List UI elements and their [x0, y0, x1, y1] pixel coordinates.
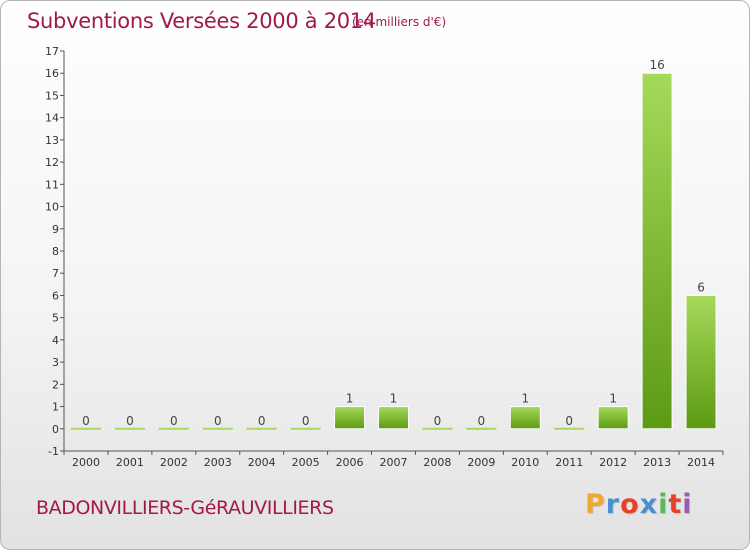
- y-tick-label: 11: [45, 178, 59, 191]
- bar: [202, 427, 233, 430]
- x-tick-label: 2007: [380, 456, 408, 469]
- bar: [158, 427, 189, 430]
- x-tick-label: 2011: [555, 456, 583, 469]
- chart-title: Subventions Versées 2000 à 2014: [27, 9, 376, 33]
- bar: [290, 427, 321, 430]
- data-label: 1: [609, 392, 617, 406]
- data-label: 0: [126, 414, 134, 428]
- logo-letter: P: [585, 489, 606, 520]
- y-tick-label: 7: [52, 267, 59, 280]
- y-tick-label: 9: [52, 223, 59, 236]
- x-tick-label: 2009: [467, 456, 495, 469]
- data-labels: 0 0 0 0 0 0 1 1 0 0 1 0 1 16 6: [82, 58, 705, 428]
- x-tick-label: 2010: [511, 456, 539, 469]
- bar: [685, 294, 717, 430]
- data-label: 0: [214, 414, 222, 428]
- logo-letter: r: [605, 489, 621, 520]
- logo-letter: t: [668, 489, 683, 520]
- data-label: 0: [434, 414, 442, 428]
- y-tick-label: 2: [52, 378, 59, 391]
- x-tick-label: 2008: [423, 456, 451, 469]
- bar: [466, 427, 497, 430]
- x-tick-label: 2003: [204, 456, 232, 469]
- x-tick-label: 2004: [248, 456, 276, 469]
- y-tick-label: 4: [52, 334, 59, 347]
- commune-name: BADONVILLIERS-GéRAUVILLIERS: [36, 497, 334, 519]
- data-label: 16: [649, 58, 664, 72]
- data-label: 0: [478, 414, 486, 428]
- y-tick-label: 1: [52, 401, 59, 414]
- x-tick-label: 2001: [116, 456, 144, 469]
- y-tick-label: 12: [45, 156, 59, 169]
- data-label: 1: [390, 392, 398, 406]
- y-tick-label: 14: [45, 112, 59, 125]
- logo-letter: i: [658, 489, 669, 520]
- bar: [70, 427, 101, 430]
- data-label: 0: [82, 414, 90, 428]
- logo-letter: x: [639, 489, 659, 520]
- chart-subtitle: (en milliers d'€): [352, 15, 447, 29]
- y-tick-label: 13: [45, 134, 59, 147]
- data-label: 1: [346, 392, 354, 406]
- data-label: 0: [565, 414, 573, 428]
- x-tick-label: 2002: [160, 456, 188, 469]
- logo-letter: i: [682, 489, 693, 520]
- bar: [378, 406, 409, 430]
- bar: [597, 406, 629, 430]
- y-tick-label: 6: [52, 289, 59, 302]
- data-label: 6: [697, 280, 705, 294]
- y-tick-label: 15: [45, 89, 59, 102]
- bars: [70, 72, 717, 430]
- x-tick-label: 2014: [687, 456, 715, 469]
- y-tick-label: 8: [52, 245, 59, 258]
- x-tick-label: 2012: [599, 456, 627, 469]
- y-tick-label: 10: [45, 201, 59, 214]
- data-label: 0: [170, 414, 178, 428]
- y-tick-label: 16: [45, 67, 59, 80]
- x-tick-label: 2000: [72, 456, 100, 469]
- bar: [641, 72, 673, 430]
- x-tick-label: 2005: [292, 456, 320, 469]
- y-tick-label: 0: [52, 423, 59, 436]
- proxiti-logo[interactable]: Proxiti: [585, 489, 693, 520]
- data-label: 1: [521, 392, 529, 406]
- y-tick-label: -1: [48, 445, 59, 458]
- logo-letter: o: [620, 489, 640, 520]
- bar: [554, 427, 585, 430]
- x-tick-label: 2006: [336, 456, 364, 469]
- bar: [114, 427, 145, 430]
- y-tick-label: 17: [45, 45, 59, 58]
- bar: [509, 406, 541, 430]
- x-axis: 2000 2001 2002 2003 2004 2005 2006 2007 2008 2009…: [63, 450, 724, 469]
- y-tick-label: 5: [52, 312, 59, 325]
- data-label: 0: [258, 414, 266, 428]
- x-tick-label: 2013: [643, 456, 671, 469]
- bar: [422, 427, 453, 430]
- bar: [246, 427, 277, 430]
- data-label: 0: [302, 414, 310, 428]
- bar: [334, 406, 366, 430]
- y-tick-label: 3: [52, 356, 59, 369]
